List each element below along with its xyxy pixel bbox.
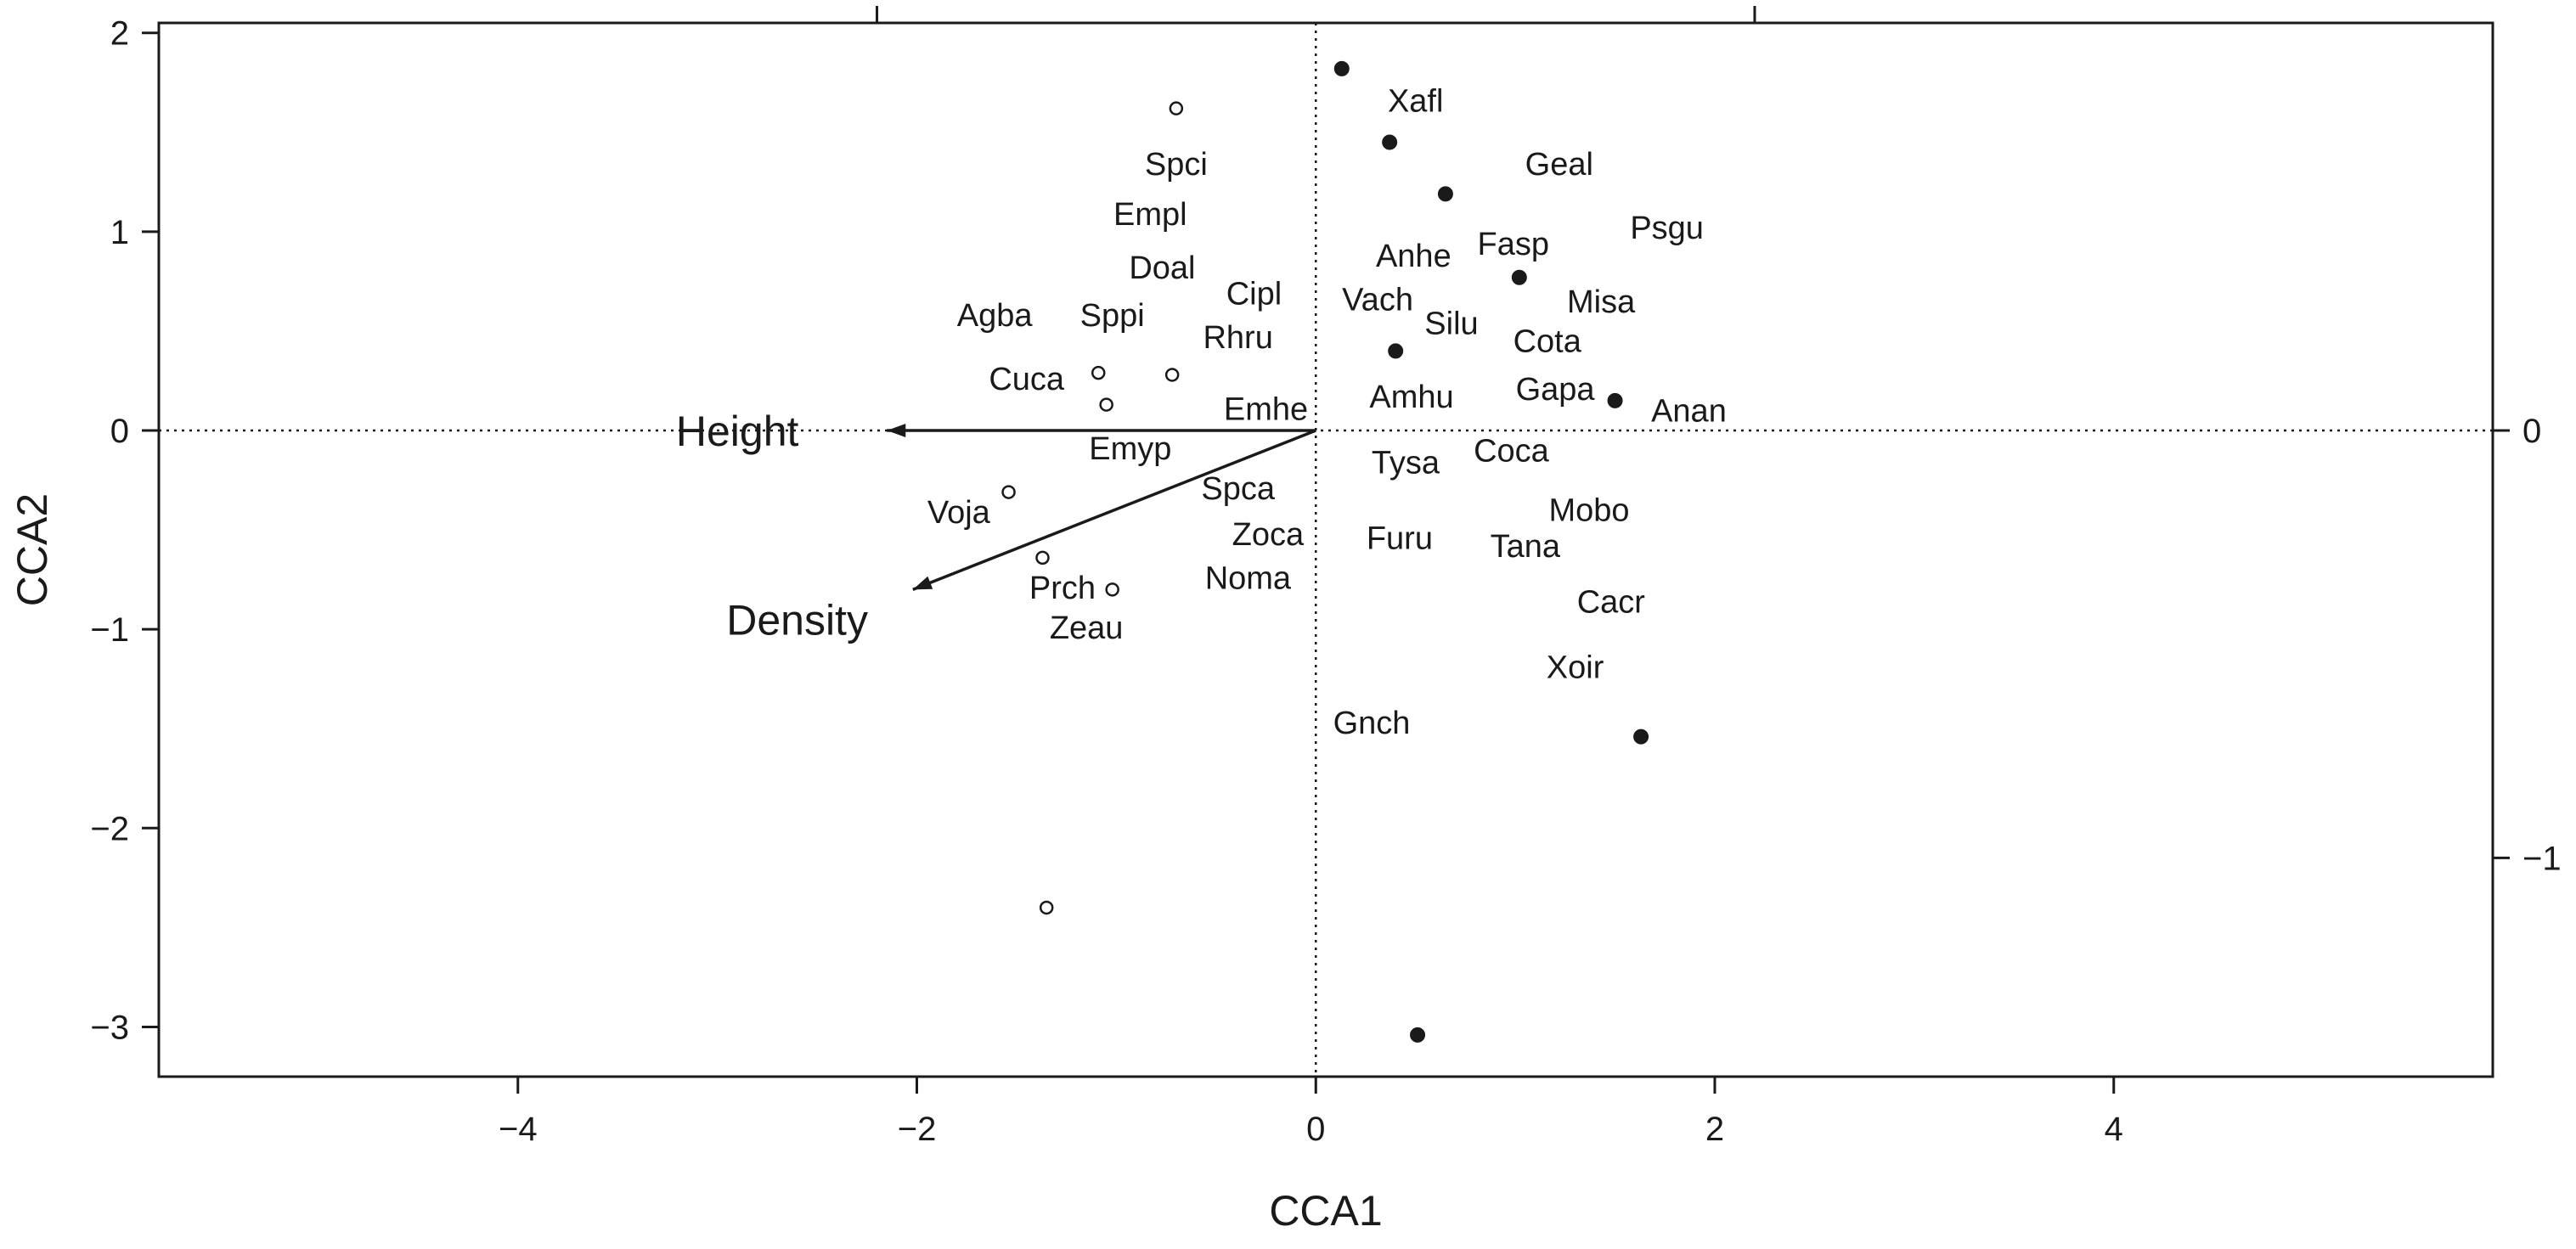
species-labels: Xafl Spci Geal Empl Psgu Fasp Anhe Doal Cipl Vach… <box>927 83 1727 741</box>
reference-lines <box>159 23 2493 1077</box>
species-label: Mobo <box>1548 493 1629 529</box>
species-label: Anhe <box>1376 239 1451 274</box>
site-points <box>1001 60 1649 1043</box>
y-tick-label: −1 <box>90 611 129 649</box>
species-label: Cota <box>1513 324 1582 360</box>
site-point-filled <box>1333 60 1350 76</box>
x-tick-label: 0 <box>1306 1111 1325 1148</box>
species-label: Fasp <box>1478 227 1549 262</box>
species-label: Sppi <box>1080 298 1145 334</box>
site-point-open <box>1039 900 1054 915</box>
vector-label: Density <box>726 596 868 644</box>
species-label: Cipl <box>1226 276 1282 312</box>
site-point-filled <box>1511 269 1527 285</box>
environment-vectors: Height Density <box>676 408 1316 644</box>
species-label: Geal <box>1525 147 1593 183</box>
species-label: Furu <box>1367 520 1433 556</box>
species-label: Tysa <box>1372 445 1440 481</box>
species-label: Emhe <box>1224 391 1308 427</box>
site-point-open <box>1169 101 1184 115</box>
site-point-open <box>1001 485 1016 499</box>
species-label: Gnch <box>1333 706 1411 741</box>
site-point-filled <box>1410 1027 1426 1043</box>
plot-frame <box>157 21 2494 1078</box>
species-label: Xafl <box>1388 83 1443 119</box>
vector-label: Height <box>676 408 799 455</box>
y-tick-label: 0 <box>110 413 129 450</box>
species-label: Vach <box>1342 282 1413 318</box>
y-axis-title: CCA2 <box>8 493 56 606</box>
right-axis-tick-label: 0 <box>2522 413 2541 450</box>
vector-line <box>912 429 1316 591</box>
species-label: Voja <box>927 495 991 531</box>
x-tick-label: 4 <box>2105 1111 2123 1148</box>
species-label: Cacr <box>1577 584 1646 620</box>
plot-border <box>157 21 2494 1078</box>
species-label: Misa <box>1567 284 1636 320</box>
species-label: Gapa <box>1516 372 1596 408</box>
species-label: Emyp <box>1089 431 1171 467</box>
species-label: Spca <box>1201 471 1275 507</box>
x-tick-label: −2 <box>898 1111 937 1148</box>
species-label: Noma <box>1205 560 1292 596</box>
species-label: Zeau <box>1050 610 1124 646</box>
site-point-filled <box>1437 186 1453 202</box>
x-axis-title: CCA1 <box>1269 1187 1382 1235</box>
species-label: Coca <box>1474 433 1550 469</box>
site-point-filled <box>1388 343 1404 359</box>
species-label: Anan <box>1651 394 1727 430</box>
x-tick-label: 2 <box>1705 1111 1724 1148</box>
species-label: Psgu <box>1630 211 1704 246</box>
site-point-filled <box>1382 134 1398 150</box>
y-tick-label: −2 <box>90 810 129 847</box>
x-tick-label: −4 <box>499 1111 538 1148</box>
axis-ticks: −4 −2 0 2 4 −3 −2 −1 0 1 2 0 −1 <box>90 6 2562 1148</box>
site-point-open <box>1164 368 1180 382</box>
site-point-open <box>1035 550 1050 565</box>
site-point-filled <box>1607 392 1623 408</box>
species-label: Doal <box>1129 250 1195 286</box>
site-point-open <box>1105 582 1119 597</box>
species-label: Agba <box>957 298 1034 334</box>
species-label: Xoir <box>1547 650 1604 686</box>
right-axis-tick-label: −1 <box>2522 840 2562 877</box>
species-label: Zoca <box>1232 517 1305 553</box>
site-point-filled <box>1633 729 1649 745</box>
y-tick-label: 2 <box>110 15 129 53</box>
species-label: Tana <box>1491 529 1561 565</box>
species-label: Prch <box>1029 571 1096 606</box>
species-label: Cuca <box>989 362 1065 397</box>
species-label: Rhru <box>1203 320 1272 356</box>
species-label: Silu <box>1424 307 1478 342</box>
species-label: Spci <box>1145 147 1208 183</box>
species-label: Amhu <box>1369 380 1453 415</box>
vector-arrowhead <box>912 576 933 590</box>
species-label: Empl <box>1113 197 1187 233</box>
site-point-open <box>1091 365 1106 380</box>
y-tick-label: 1 <box>110 214 129 251</box>
site-point-open <box>1099 397 1113 412</box>
y-tick-label: −3 <box>90 1009 129 1046</box>
vector-arrowhead <box>887 424 906 438</box>
